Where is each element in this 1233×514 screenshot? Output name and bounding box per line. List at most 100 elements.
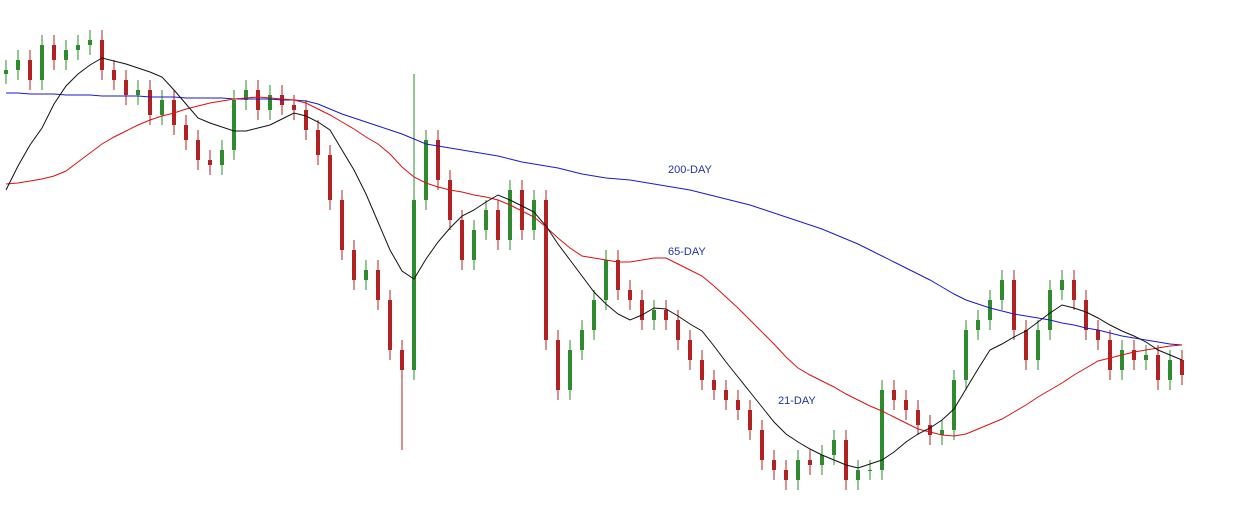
candle-body <box>472 230 476 260</box>
candle-body <box>640 300 644 320</box>
candle-body <box>556 340 560 390</box>
line-label: 21-DAY <box>778 395 816 407</box>
candle-body <box>508 190 512 240</box>
candle-body <box>364 270 368 280</box>
candle-body <box>1156 355 1160 380</box>
candle-body <box>544 200 548 340</box>
candle-body <box>496 210 500 240</box>
moving-average-line <box>5 57 1183 469</box>
candle-body <box>616 260 620 290</box>
line-label: 200-DAY <box>668 164 712 176</box>
candle-body <box>4 70 8 74</box>
candle-body <box>820 455 824 465</box>
candle-body <box>484 210 488 230</box>
candle-body <box>52 45 56 60</box>
candle-body <box>1120 350 1124 370</box>
candle-body <box>724 390 728 400</box>
candle-body <box>112 70 116 80</box>
candle-body <box>400 350 404 370</box>
candle-body <box>988 300 992 320</box>
candle-body <box>1180 360 1184 375</box>
candle-body <box>928 425 932 435</box>
candle-body <box>1000 280 1004 300</box>
candle-body <box>700 360 704 380</box>
candle-body <box>880 390 884 470</box>
candle-body <box>868 470 872 471</box>
candle-body <box>256 90 260 110</box>
candle-body <box>532 200 536 230</box>
candle-body <box>664 310 668 320</box>
candle-body <box>28 60 32 80</box>
candle-body <box>964 330 968 380</box>
candle-body <box>1060 280 1064 290</box>
candle-body <box>652 310 656 320</box>
candle-body <box>160 100 164 115</box>
candle-body <box>40 45 44 80</box>
candle-body <box>1036 330 1040 360</box>
candle-body <box>1096 330 1100 340</box>
candle-body <box>340 200 344 250</box>
candle-body <box>1024 330 1028 360</box>
candle-body <box>76 45 80 50</box>
candle-body <box>916 410 920 425</box>
candle-body <box>424 140 428 200</box>
candle-body <box>976 320 980 330</box>
candle-body <box>304 110 308 130</box>
candle-body <box>832 440 836 455</box>
candle-body <box>376 270 380 300</box>
candle-body <box>292 105 296 110</box>
candle-body <box>892 390 896 400</box>
candle-body <box>688 340 692 360</box>
candle-body <box>388 300 392 350</box>
candle-body <box>736 400 740 410</box>
candle-body <box>1108 340 1112 370</box>
candle-body <box>1132 350 1136 360</box>
candle-body <box>148 90 152 115</box>
candle-body <box>904 400 908 410</box>
candle-body <box>1048 290 1052 330</box>
candle-body <box>844 440 848 480</box>
candle-body <box>808 460 812 465</box>
candle-body <box>676 320 680 340</box>
candle-body <box>220 150 224 165</box>
candle-body <box>712 380 716 390</box>
candle-body <box>352 250 356 280</box>
candle-body <box>1168 360 1172 380</box>
candle-body <box>580 330 584 350</box>
candle-body <box>244 90 248 100</box>
candle-body <box>952 380 956 430</box>
candle-body <box>64 50 68 60</box>
candle-body <box>436 140 440 180</box>
candle-body <box>1144 355 1148 360</box>
candle-body <box>1072 280 1076 300</box>
candle-body <box>568 350 572 390</box>
candle-body <box>448 180 452 220</box>
candle-body <box>460 220 464 260</box>
candle-body <box>784 470 788 480</box>
moving-average-line <box>5 96 1183 437</box>
candle-body <box>88 40 92 45</box>
candle-body <box>772 460 776 470</box>
candle-body <box>856 470 860 480</box>
candle-body <box>196 140 200 160</box>
moving-average-line <box>6 92 1183 346</box>
candle-body <box>124 80 128 95</box>
candle-body <box>604 260 608 300</box>
candle-body <box>184 125 188 140</box>
candle-body <box>1012 280 1016 330</box>
candle-body <box>136 90 140 95</box>
candle-body <box>16 60 20 70</box>
candle-body <box>628 290 632 300</box>
candle-body <box>940 430 944 435</box>
candle-body <box>796 460 800 480</box>
candle-body <box>328 155 332 200</box>
candle-body <box>268 95 272 110</box>
candle-body <box>1084 300 1088 330</box>
candle-body <box>412 200 416 370</box>
candle-body <box>100 40 104 70</box>
candle-body <box>520 190 524 230</box>
candle-body <box>208 160 212 165</box>
candle-body <box>316 130 320 155</box>
candle-body <box>232 100 236 150</box>
